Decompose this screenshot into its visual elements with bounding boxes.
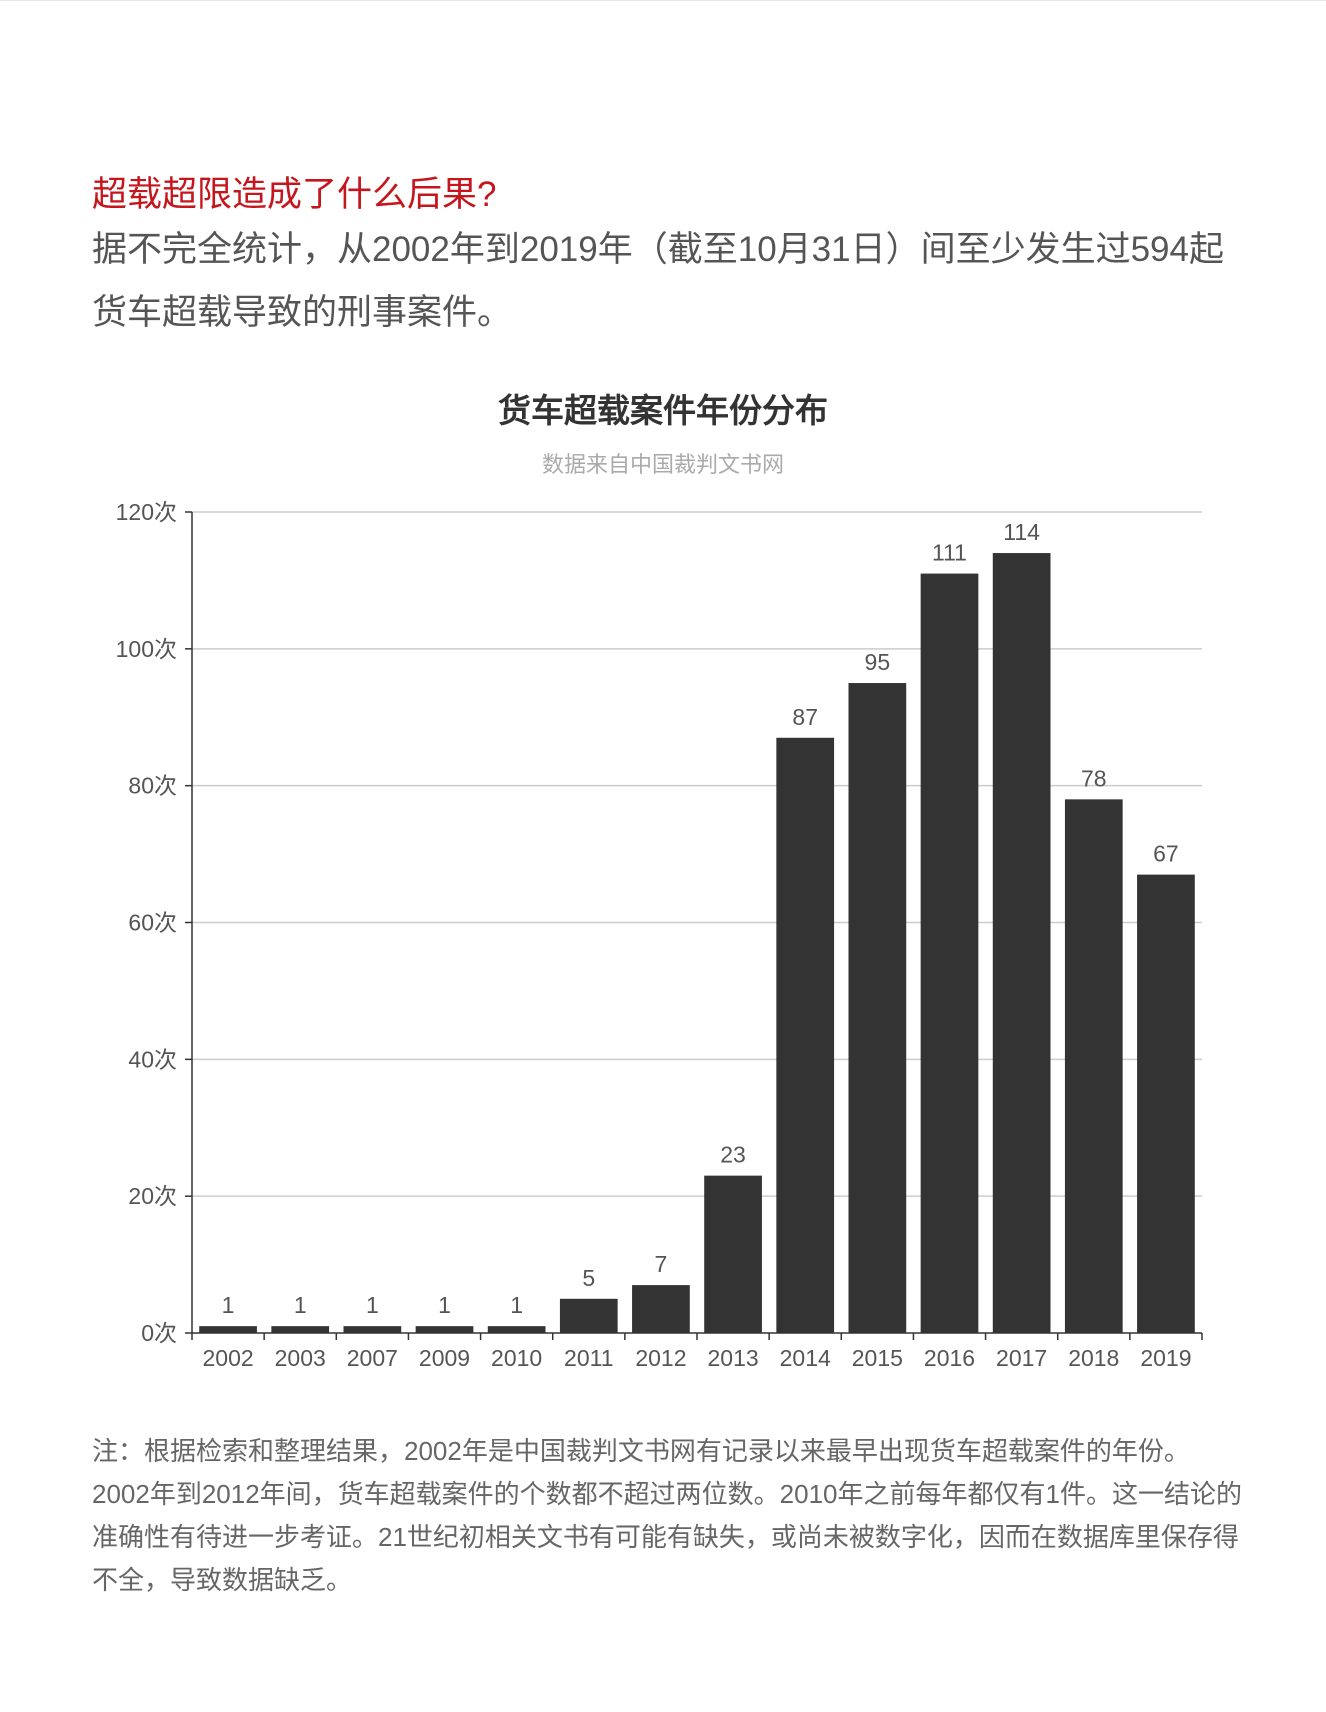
data-label: 23 xyxy=(720,1142,746,1168)
bar xyxy=(488,1326,546,1333)
top-divider xyxy=(0,0,1326,1)
y-tick-label: 40次 xyxy=(128,1046,177,1072)
data-label: 67 xyxy=(1153,841,1179,867)
data-label: 1 xyxy=(438,1292,451,1318)
bar xyxy=(776,738,834,1333)
bar xyxy=(344,1326,402,1333)
section-heading: 超载超限造成了什么后果? xyxy=(92,166,496,217)
x-tick-label: 2007 xyxy=(347,1345,398,1371)
x-tick-label: 2018 xyxy=(1068,1345,1119,1371)
bar xyxy=(921,574,979,1333)
x-tick-label: 2015 xyxy=(852,1345,903,1371)
bar xyxy=(993,553,1051,1333)
y-tick-label: 60次 xyxy=(128,910,177,936)
bar xyxy=(1137,875,1195,1333)
bar xyxy=(849,683,907,1333)
x-tick-label: 2019 xyxy=(1140,1345,1191,1371)
y-tick-label: 20次 xyxy=(128,1183,177,1209)
bar-chart-container: 货车超载案件年份分布数据来自中国裁判文书网 0次 20次 40次 60次 80次 100次 1… xyxy=(0,390,1326,1390)
chart-title: 货车超载案件年份分布 xyxy=(498,392,828,429)
x-tick-label: 2011 xyxy=(564,1345,613,1371)
x-tick-label: 2012 xyxy=(635,1345,686,1371)
footnote-paragraph: 注：根据检索和整理结果，2002年是中国裁判文书网有记录以来最早出现货车超载案件… xyxy=(92,1430,1242,1602)
x-tick-label: 2013 xyxy=(707,1345,758,1371)
bar xyxy=(632,1285,690,1333)
y-tick-label: 120次 xyxy=(116,499,177,525)
data-label: 111 xyxy=(932,540,967,566)
x-tick-label: 2002 xyxy=(202,1345,253,1371)
y-tick-label: 0次 xyxy=(141,1320,177,1346)
data-label: 5 xyxy=(582,1265,595,1291)
x-tick-label: 2016 xyxy=(924,1345,975,1371)
bar xyxy=(199,1326,257,1333)
x-tick-label: 2017 xyxy=(996,1345,1047,1371)
bar xyxy=(560,1299,618,1333)
x-tick-label: 2003 xyxy=(275,1345,326,1371)
data-label: 87 xyxy=(792,704,818,730)
data-label: 1 xyxy=(366,1292,379,1318)
bar xyxy=(704,1176,762,1333)
data-label: 114 xyxy=(1003,519,1040,545)
y-tick-label: 100次 xyxy=(116,636,177,662)
x-tick-label: 2010 xyxy=(491,1345,542,1371)
bar xyxy=(1065,799,1123,1333)
chart-subtitle: 数据来自中国裁判文书网 xyxy=(542,452,784,477)
data-label: 1 xyxy=(294,1292,307,1318)
bar xyxy=(416,1326,474,1333)
data-label: 95 xyxy=(865,649,891,675)
bar xyxy=(271,1326,329,1333)
data-label: 1 xyxy=(222,1292,235,1318)
y-tick-label: 80次 xyxy=(128,773,177,799)
x-tick-label: 2014 xyxy=(780,1345,831,1371)
data-label: 1 xyxy=(510,1292,523,1318)
data-label: 7 xyxy=(655,1251,668,1277)
data-label: 78 xyxy=(1081,765,1107,791)
x-tick-label: 2009 xyxy=(419,1345,470,1371)
intro-paragraph: 据不完全统计，从2002年到2019年（截至10月31日）间至少发生过594起货… xyxy=(92,218,1242,344)
